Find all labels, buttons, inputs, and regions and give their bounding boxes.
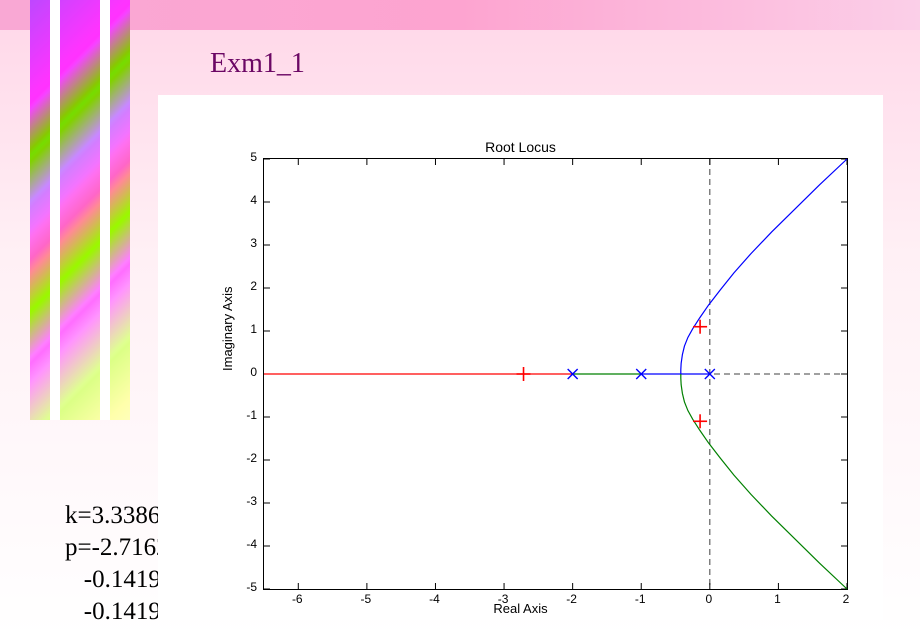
xtick-label: -2 [560,592,584,606]
ytick-label: -5 [233,580,257,594]
xtick-label: -3 [491,592,515,606]
xtick-label: -4 [422,592,446,606]
ytick-label: 1 [233,322,257,336]
ytick-label: 3 [233,236,257,250]
side-decorative-stripe [30,0,130,420]
ytick-label: -3 [233,494,257,508]
ytick-label: -1 [233,408,257,422]
ytick-label: -4 [233,537,257,551]
chart-panel: Root Locus Imaginary Axis Real Axis -6-5… [158,95,883,620]
xtick-label: -1 [628,592,652,606]
chart-title: Root Locus [158,139,883,155]
xtick-label: 1 [765,592,789,606]
ytick-label: 5 [233,150,257,164]
ytick-label: 4 [233,193,257,207]
slide-title: Exm1_1 [210,48,305,80]
chart-svg [264,159,847,589]
xtick-label: 0 [697,592,721,606]
xtick-label: -5 [354,592,378,606]
top-accent-bar [0,0,920,30]
xtick-label: 2 [834,592,858,606]
ytick-label: 2 [233,279,257,293]
chart-plot-area [263,158,848,590]
xtick-label: -6 [285,592,309,606]
ytick-label: 0 [233,365,257,379]
ytick-label: -2 [233,451,257,465]
